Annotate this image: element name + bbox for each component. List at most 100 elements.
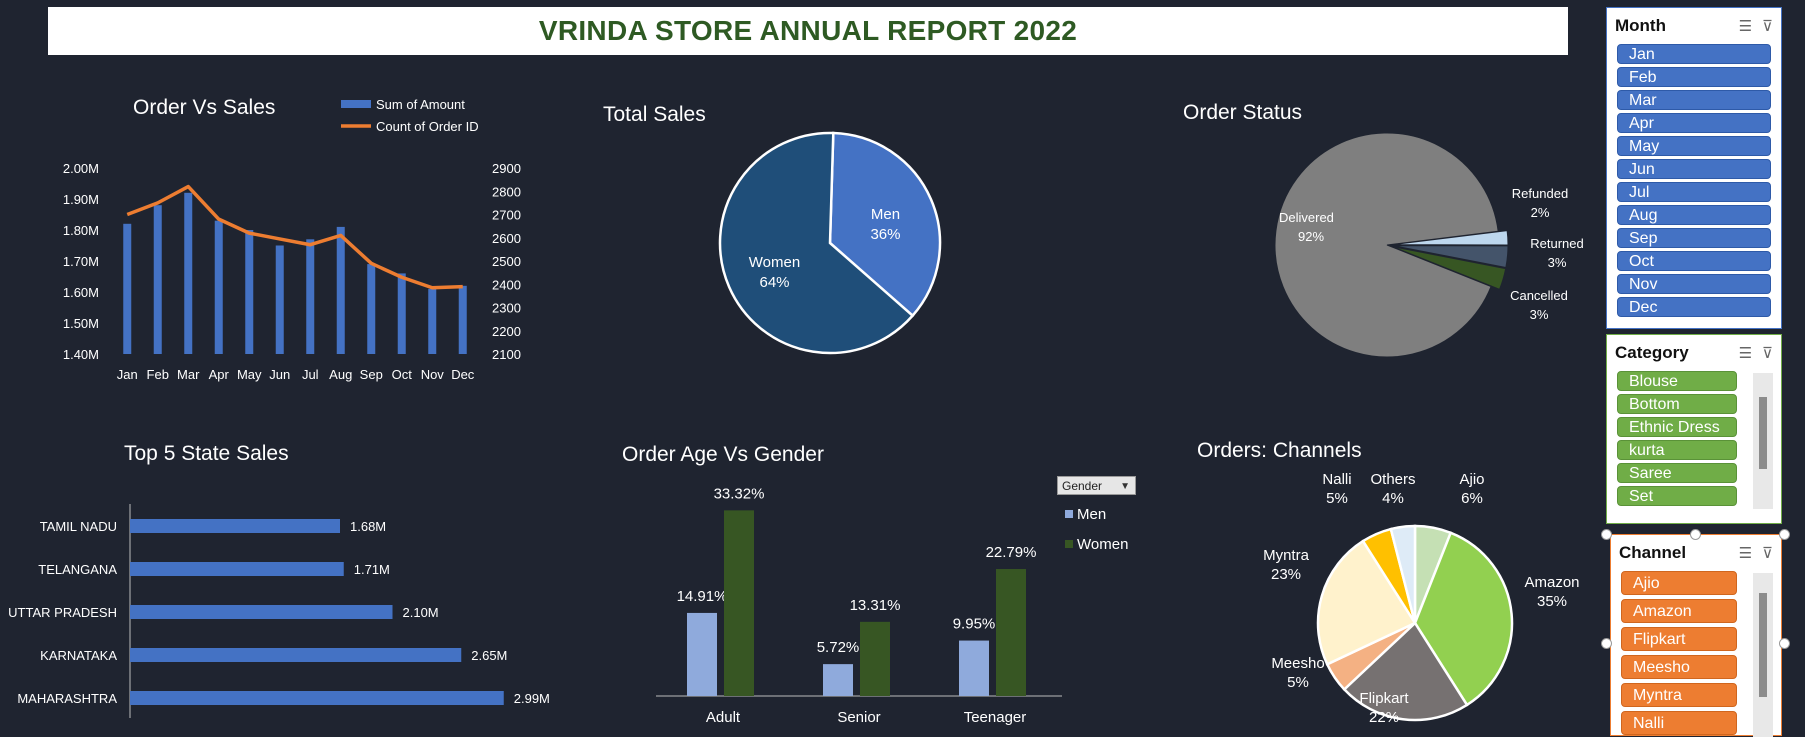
channel-slicer-title: Channel bbox=[1619, 543, 1687, 562]
left-axis-tick: 1.70M bbox=[63, 254, 99, 269]
category-slicer-items: Blouse Bottom Ethnic Dress kurta Saree Set bbox=[1607, 371, 1781, 506]
category-item-kurta[interactable]: kurta bbox=[1617, 440, 1737, 460]
channel-scrollbar[interactable] bbox=[1753, 573, 1773, 737]
pie-slice-refunded bbox=[1392, 230, 1509, 246]
resize-handle[interactable] bbox=[1601, 529, 1612, 540]
sales-bar bbox=[123, 223, 132, 354]
multiselect-icon[interactable]: ☰ bbox=[1738, 18, 1753, 35]
resize-handle[interactable] bbox=[1779, 529, 1790, 540]
multiselect-icon[interactable]: ☰ bbox=[1738, 545, 1753, 562]
sales-bar bbox=[153, 205, 162, 354]
month-item-nov[interactable]: Nov bbox=[1617, 274, 1771, 294]
legend-label-amount: Sum of Amount bbox=[376, 97, 465, 112]
pie-label-pct: 35% bbox=[1537, 593, 1567, 610]
category-slicer[interactable]: Category ☰ ⊽ Blouse Bottom Ethnic Dress kur… bbox=[1606, 334, 1782, 524]
x-axis-tick: Nov bbox=[421, 367, 445, 382]
pie-label-name: Nalli bbox=[1322, 471, 1351, 488]
right-axis-tick: 2800 bbox=[492, 184, 521, 199]
gender-filter-dropdown[interactable]: Gender ▼ bbox=[1057, 476, 1136, 495]
category-item-saree[interactable]: Saree bbox=[1617, 463, 1737, 483]
month-item-dec[interactable]: Dec bbox=[1617, 297, 1771, 317]
chevron-down-icon[interactable]: ▼ bbox=[1120, 481, 1130, 492]
category-scroll-thumb[interactable] bbox=[1759, 397, 1767, 469]
pie-label-pct: 3% bbox=[1548, 255, 1567, 270]
channel-slicer[interactable]: Channel ☰ ⊽ Ajio Amazon Flipkart Meesho Mynt… bbox=[1610, 534, 1782, 737]
pie-label-name: Ajio bbox=[1459, 471, 1484, 488]
pie-slice-flipkart bbox=[1342, 621, 1469, 722]
state-bar bbox=[130, 562, 344, 576]
legend-label-women: Women bbox=[1077, 536, 1128, 553]
legend-swatch-women bbox=[1065, 540, 1073, 548]
sales-bar bbox=[275, 245, 284, 354]
month-item-jan[interactable]: Jan bbox=[1617, 44, 1771, 64]
age-gender-chart: Adult 14.91% 33.32% Senior 5.72% 13.31% Teenag… bbox=[656, 485, 1128, 726]
channel-item-myntra[interactable]: Myntra bbox=[1621, 683, 1737, 707]
pie-label-pct: 5% bbox=[1287, 674, 1309, 691]
resize-handle[interactable] bbox=[1690, 529, 1701, 540]
age-gender-bar bbox=[724, 510, 754, 696]
month-item-sep[interactable]: Sep bbox=[1617, 228, 1771, 248]
resize-handle[interactable] bbox=[1779, 638, 1790, 649]
x-axis-tick: Aug bbox=[329, 367, 352, 382]
month-item-aug[interactable]: Aug bbox=[1617, 205, 1771, 225]
right-axis-tick: 2100 bbox=[492, 347, 521, 362]
category-scrollbar[interactable] bbox=[1753, 373, 1773, 509]
sales-bar bbox=[367, 264, 376, 354]
category-item-bottom[interactable]: Bottom bbox=[1617, 394, 1737, 414]
left-axis-tick: 1.50M bbox=[63, 316, 99, 331]
clear-filter-icon[interactable]: ⊽ bbox=[1762, 18, 1773, 35]
sales-bar bbox=[458, 285, 467, 354]
order-status-pie: Delivered 92% Refunded 2% Returned 3% Cancelle… bbox=[1274, 132, 1584, 358]
age-gender-value-label: 5.72% bbox=[817, 639, 860, 656]
top-states-title: Top 5 State Sales bbox=[124, 442, 289, 465]
multiselect-icon[interactable]: ☰ bbox=[1738, 345, 1753, 362]
state-value-label: 1.68M bbox=[350, 519, 386, 534]
pie-label-name: Meesho bbox=[1271, 655, 1324, 672]
category-slicer-header: Category ☰ ⊽ bbox=[1607, 335, 1781, 371]
pie-label-name: Others bbox=[1370, 471, 1415, 488]
pie-slice-delivered bbox=[1274, 132, 1499, 358]
x-axis-tick: Feb bbox=[147, 367, 169, 382]
month-item-oct[interactable]: Oct bbox=[1617, 251, 1771, 271]
sales-bar bbox=[306, 239, 315, 354]
legend-swatch-amount bbox=[341, 100, 371, 108]
pie-label-name: Delivered bbox=[1279, 210, 1334, 225]
right-axis-tick: 2300 bbox=[492, 301, 521, 316]
channel-scroll-thumb[interactable] bbox=[1759, 593, 1767, 697]
sales-bar bbox=[214, 220, 223, 354]
x-axis-tick: Jun bbox=[269, 367, 290, 382]
month-slicer[interactable]: Month ☰ ⊽ Jan Feb Mar Apr May Jun Jul Aug Sep Oct… bbox=[1606, 7, 1782, 329]
age-gender-bar bbox=[687, 612, 717, 696]
clear-filter-icon[interactable]: ⊽ bbox=[1762, 545, 1773, 562]
month-item-jun[interactable]: Jun bbox=[1617, 159, 1771, 179]
sales-bar bbox=[428, 288, 437, 354]
category-item-blouse[interactable]: Blouse bbox=[1617, 371, 1737, 391]
resize-handle[interactable] bbox=[1601, 638, 1612, 649]
age-gender-value-label: 13.31% bbox=[850, 597, 901, 614]
pie-slice-women bbox=[718, 131, 915, 355]
channel-item-ajio[interactable]: Ajio bbox=[1621, 571, 1737, 595]
order-vs-sales-chart: 2.00M 1.90M 1.80M 1.70M 1.60M 1.50M 1.40M 2900 2… bbox=[63, 97, 521, 382]
order-status-title: Order Status bbox=[1183, 101, 1303, 124]
month-item-jul[interactable]: Jul bbox=[1617, 182, 1771, 202]
pie-slice-amazon bbox=[1413, 531, 1514, 707]
age-gender-value-label: 9.95% bbox=[953, 616, 996, 633]
channel-item-amazon[interactable]: Amazon bbox=[1621, 599, 1737, 623]
channel-item-flipkart[interactable]: Flipkart bbox=[1621, 627, 1737, 651]
clear-filter-icon[interactable]: ⊽ bbox=[1762, 345, 1773, 362]
month-item-may[interactable]: May bbox=[1617, 136, 1771, 156]
category-slicer-title: Category bbox=[1615, 343, 1689, 362]
pie-label-name: Flipkart bbox=[1359, 690, 1409, 707]
month-item-apr[interactable]: Apr bbox=[1617, 113, 1771, 133]
pie-label-name: Myntra bbox=[1263, 547, 1310, 564]
channel-item-nalli[interactable]: Nalli bbox=[1621, 711, 1737, 735]
x-axis-tick: Jan bbox=[117, 367, 138, 382]
channel-item-meesho[interactable]: Meesho bbox=[1621, 655, 1737, 679]
category-item-ethnic-dress[interactable]: Ethnic Dress bbox=[1617, 417, 1737, 437]
month-item-feb[interactable]: Feb bbox=[1617, 67, 1771, 87]
total-sales-title: Total Sales bbox=[603, 103, 706, 126]
age-gender-value-label: 33.32% bbox=[714, 485, 765, 502]
left-axis-tick: 2.00M bbox=[63, 161, 99, 176]
month-item-mar[interactable]: Mar bbox=[1617, 90, 1771, 110]
category-item-set[interactable]: Set bbox=[1617, 486, 1737, 506]
